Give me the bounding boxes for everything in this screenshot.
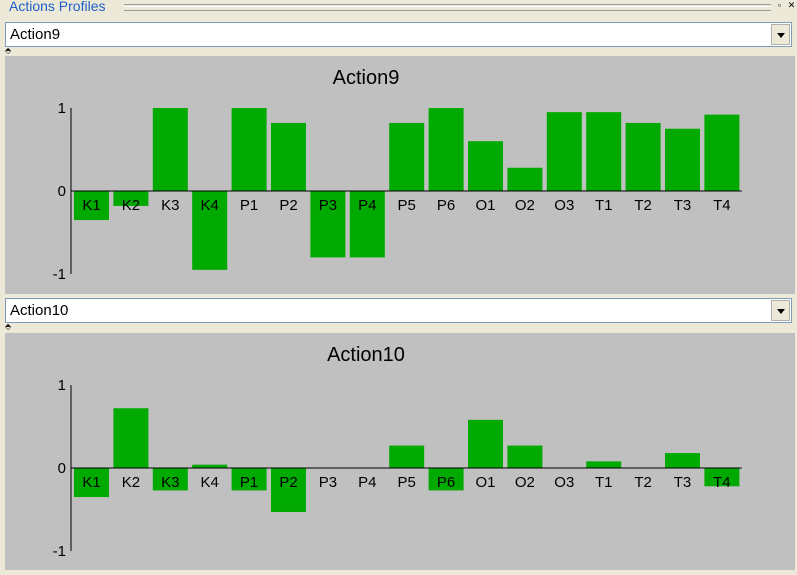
action9-chart: Action9 1 0 -1 K1 K2 K3 K4 P1 P2 P3 P4 P5 P6 O1 O2 O3 T1 T… bbox=[53, 67, 742, 283]
category-label-O1: O1 bbox=[475, 474, 495, 491]
category-label-P3: P3 bbox=[319, 197, 337, 214]
bar-P1 bbox=[231, 108, 267, 191]
bar-K4 bbox=[192, 464, 228, 468]
category-label-T2: T2 bbox=[634, 474, 652, 491]
bar-T2 bbox=[625, 122, 661, 191]
bar-K1 bbox=[74, 468, 109, 498]
category-label-O3: O3 bbox=[554, 474, 574, 491]
bar-P2 bbox=[271, 122, 306, 191]
category-label-T4: T4 bbox=[713, 197, 731, 214]
splitter-handle-icon[interactable]: ⬘ bbox=[5, 46, 12, 55]
bar-P5 bbox=[389, 445, 425, 468]
bar-O2 bbox=[507, 445, 543, 468]
category-label-T4: T4 bbox=[713, 474, 731, 491]
category-label-P1: P1 bbox=[240, 474, 258, 491]
category-label-T3: T3 bbox=[674, 474, 692, 491]
window-title: Actions Profiles bbox=[9, 0, 110, 14]
bar-P1 bbox=[231, 468, 267, 491]
bar-P4 bbox=[349, 191, 385, 258]
category-label-P6: P6 bbox=[437, 197, 455, 214]
category-label-P5: P5 bbox=[398, 197, 416, 214]
category-label-K3: K3 bbox=[161, 197, 179, 214]
category-label-K1: K1 bbox=[82, 197, 100, 214]
category-label-T2: T2 bbox=[634, 197, 652, 214]
y-tick-label: 0 bbox=[58, 183, 66, 200]
bar-K3 bbox=[152, 468, 188, 491]
chart-title: Action10 bbox=[327, 344, 405, 366]
category-label-P4: P4 bbox=[358, 197, 376, 214]
action10-chart: Action10 1 0 -1 K1 K2 K3 K4 P1 P2 P3 P4 P5 P6 O1 O2 O3 T1… bbox=[53, 344, 742, 560]
category-label-K4: K4 bbox=[201, 474, 219, 491]
close-icon[interactable]: ✕ bbox=[787, 0, 796, 10]
chevron-down-icon[interactable] bbox=[771, 300, 790, 321]
bar-K2 bbox=[113, 408, 149, 468]
action-selector-1-value: Action9 bbox=[10, 26, 61, 43]
action-selector-2[interactable]: Action10 bbox=[5, 298, 792, 323]
restore-icon[interactable]: ▫ bbox=[777, 0, 782, 10]
category-label-K3: K3 bbox=[161, 474, 179, 491]
chevron-down-icon[interactable] bbox=[771, 24, 790, 45]
category-label-K1: K1 bbox=[82, 474, 100, 491]
chart-panel-2: Action10 1 0 -1 K1 K2 K3 K4 P1 P2 P3 P4 P5 P6 O1 O2 O3 T1… bbox=[5, 333, 795, 570]
category-label-K2: K2 bbox=[122, 197, 140, 214]
category-label-T1: T1 bbox=[595, 474, 613, 491]
bar-O1 bbox=[468, 141, 503, 191]
bar-O3 bbox=[546, 112, 582, 191]
y-tick-label: -1 bbox=[53, 543, 66, 560]
category-label-K4: K4 bbox=[201, 197, 219, 214]
chart-panel-1: Action9 1 0 -1 K1 K2 K3 K4 P1 P2 P3 P4 P5 P6 O1 O2 O3 T1 T… bbox=[5, 56, 795, 294]
bar-T4 bbox=[704, 114, 740, 191]
action-selector-2-value: Action10 bbox=[10, 302, 69, 319]
titlebar-grip[interactable] bbox=[124, 4, 771, 11]
bar-T4 bbox=[704, 468, 740, 487]
bar-P5 bbox=[389, 122, 425, 191]
bar-T1 bbox=[586, 112, 622, 191]
y-tick-label: 1 bbox=[58, 377, 66, 394]
bar-P3 bbox=[310, 191, 346, 258]
category-label-P2: P2 bbox=[279, 197, 297, 214]
category-label-P4: P4 bbox=[358, 474, 376, 491]
category-label-P3: P3 bbox=[319, 474, 337, 491]
category-label-O2: O2 bbox=[515, 197, 535, 214]
category-label-O1: O1 bbox=[475, 197, 495, 214]
bar-K3 bbox=[152, 108, 188, 191]
category-label-T1: T1 bbox=[595, 197, 613, 214]
bar-O2 bbox=[507, 167, 543, 191]
bar-P6 bbox=[428, 108, 464, 191]
action-selector-1[interactable]: Action9 bbox=[5, 22, 792, 47]
y-tick-label: 0 bbox=[58, 460, 66, 477]
chart-title: Action9 bbox=[333, 67, 400, 89]
bar-K1 bbox=[74, 191, 109, 221]
category-label-P2: P2 bbox=[279, 474, 297, 491]
bar-T1 bbox=[586, 461, 622, 468]
bar-P2 bbox=[271, 468, 306, 512]
bar-P6 bbox=[428, 468, 464, 491]
splitter-handle-icon[interactable]: ⬘ bbox=[5, 322, 12, 331]
bar-K4 bbox=[192, 191, 228, 270]
category-label-P5: P5 bbox=[398, 474, 416, 491]
category-label-K2: K2 bbox=[122, 474, 140, 491]
bar-T3 bbox=[665, 128, 700, 191]
bar-K2 bbox=[113, 191, 149, 206]
y-tick-label: 1 bbox=[58, 100, 66, 117]
category-label-P6: P6 bbox=[437, 474, 455, 491]
category-label-O3: O3 bbox=[554, 197, 574, 214]
category-label-O2: O2 bbox=[515, 474, 535, 491]
bar-O1 bbox=[468, 419, 503, 468]
y-tick-label: -1 bbox=[53, 266, 66, 283]
category-label-P1: P1 bbox=[240, 197, 258, 214]
bar-T3 bbox=[665, 453, 700, 468]
window-titlebar: Actions Profiles ▫ ✕ bbox=[0, 0, 797, 14]
category-label-T3: T3 bbox=[674, 197, 692, 214]
